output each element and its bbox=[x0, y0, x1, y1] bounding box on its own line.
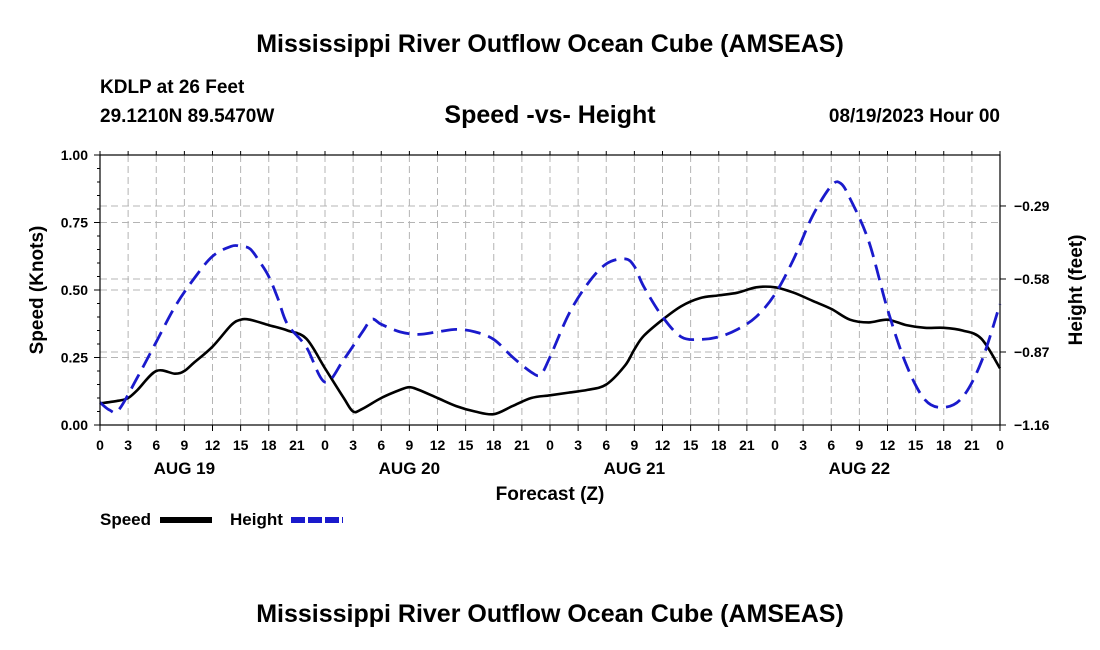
y2-tick-label: −1.16 bbox=[1014, 417, 1050, 433]
x-tick-label: 3 bbox=[349, 437, 357, 453]
x-tick-label: 3 bbox=[574, 437, 582, 453]
day-label: AUG 21 bbox=[604, 459, 665, 478]
chart-subtitle: Speed -vs- Height bbox=[444, 101, 656, 129]
y-tick-label: 0.75 bbox=[61, 215, 88, 231]
x-tick-label: 15 bbox=[233, 437, 249, 453]
x-tick-label: 6 bbox=[827, 437, 835, 453]
x-tick-label: 12 bbox=[205, 437, 221, 453]
legend-label-speed: Speed bbox=[100, 510, 151, 529]
x-tick-label: 6 bbox=[152, 437, 160, 453]
y-tick-label: 0.25 bbox=[61, 350, 88, 366]
x-tick-label: 15 bbox=[683, 437, 699, 453]
chart-title: Mississippi River Outflow Ocean Cube (AM… bbox=[256, 30, 844, 58]
x-tick-label: 9 bbox=[180, 437, 188, 453]
x-tick-label: 0 bbox=[996, 437, 1004, 453]
y-axis-label: Speed (Knots) bbox=[27, 226, 48, 355]
series-layer bbox=[99, 180, 1002, 416]
y-tick-label: 0.00 bbox=[61, 417, 88, 433]
day-label: AUG 19 bbox=[154, 459, 215, 478]
axes: 0 3 6 9 12 15 18 21 0 3 6 9 12 15 18 21 0 3 6 9 12 15 18 21 0 3 6 9… bbox=[61, 147, 1050, 478]
x-axis-label: Forecast (Z) bbox=[496, 484, 605, 505]
grid bbox=[100, 155, 1000, 426]
y2-tick-label: −0.29 bbox=[1014, 198, 1050, 214]
x-tick-label: 15 bbox=[908, 437, 924, 453]
day-label: AUG 20 bbox=[379, 459, 440, 478]
y2-tick-label: −0.58 bbox=[1014, 271, 1050, 287]
legend-label-height: Height bbox=[230, 510, 283, 529]
x-tick-label: 9 bbox=[630, 437, 638, 453]
x-tick-label: 0 bbox=[546, 437, 554, 453]
station-label: KDLP at 26 Feet bbox=[100, 77, 245, 98]
x-tick-label: 0 bbox=[321, 437, 329, 453]
x-tick-label: 21 bbox=[514, 437, 530, 453]
x-tick-label: 0 bbox=[96, 437, 104, 453]
x-tick-label: 3 bbox=[799, 437, 807, 453]
x-tick-label: 21 bbox=[739, 437, 755, 453]
y2-axis-label: Height (feet) bbox=[1066, 235, 1087, 346]
y2-tick-label: −0.87 bbox=[1014, 344, 1050, 360]
forecast-datetime: 08/19/2023 Hour 00 bbox=[828, 106, 1000, 127]
y-tick-label: 0.50 bbox=[61, 282, 88, 298]
x-tick-label: 12 bbox=[430, 437, 446, 453]
x-tick-label: 6 bbox=[377, 437, 385, 453]
day-label: AUG 22 bbox=[829, 459, 890, 478]
x-tick-label: 12 bbox=[880, 437, 896, 453]
footer-title: Mississippi River Outflow Ocean Cube (AM… bbox=[256, 600, 844, 628]
speed-series-line bbox=[99, 285, 1002, 416]
x-tick-label: 18 bbox=[486, 437, 502, 453]
x-tick-label: 0 bbox=[771, 437, 779, 453]
x-tick-label: 3 bbox=[124, 437, 132, 453]
x-tick-label: 18 bbox=[936, 437, 952, 453]
y-tick-label: 1.00 bbox=[61, 147, 88, 163]
x-tick-label: 18 bbox=[261, 437, 277, 453]
height-series-line bbox=[99, 180, 1002, 414]
x-tick-label: 21 bbox=[289, 437, 305, 453]
x-tick-label: 9 bbox=[855, 437, 863, 453]
legend: Speed Height bbox=[100, 510, 343, 529]
coordinates-label: 29.1210N 89.5470W bbox=[100, 106, 275, 127]
x-tick-label: 18 bbox=[711, 437, 727, 453]
x-tick-label: 12 bbox=[655, 437, 671, 453]
x-tick-label: 15 bbox=[458, 437, 474, 453]
x-tick-label: 6 bbox=[602, 437, 610, 453]
x-tick-label: 21 bbox=[964, 437, 980, 453]
x-tick-label: 9 bbox=[405, 437, 413, 453]
